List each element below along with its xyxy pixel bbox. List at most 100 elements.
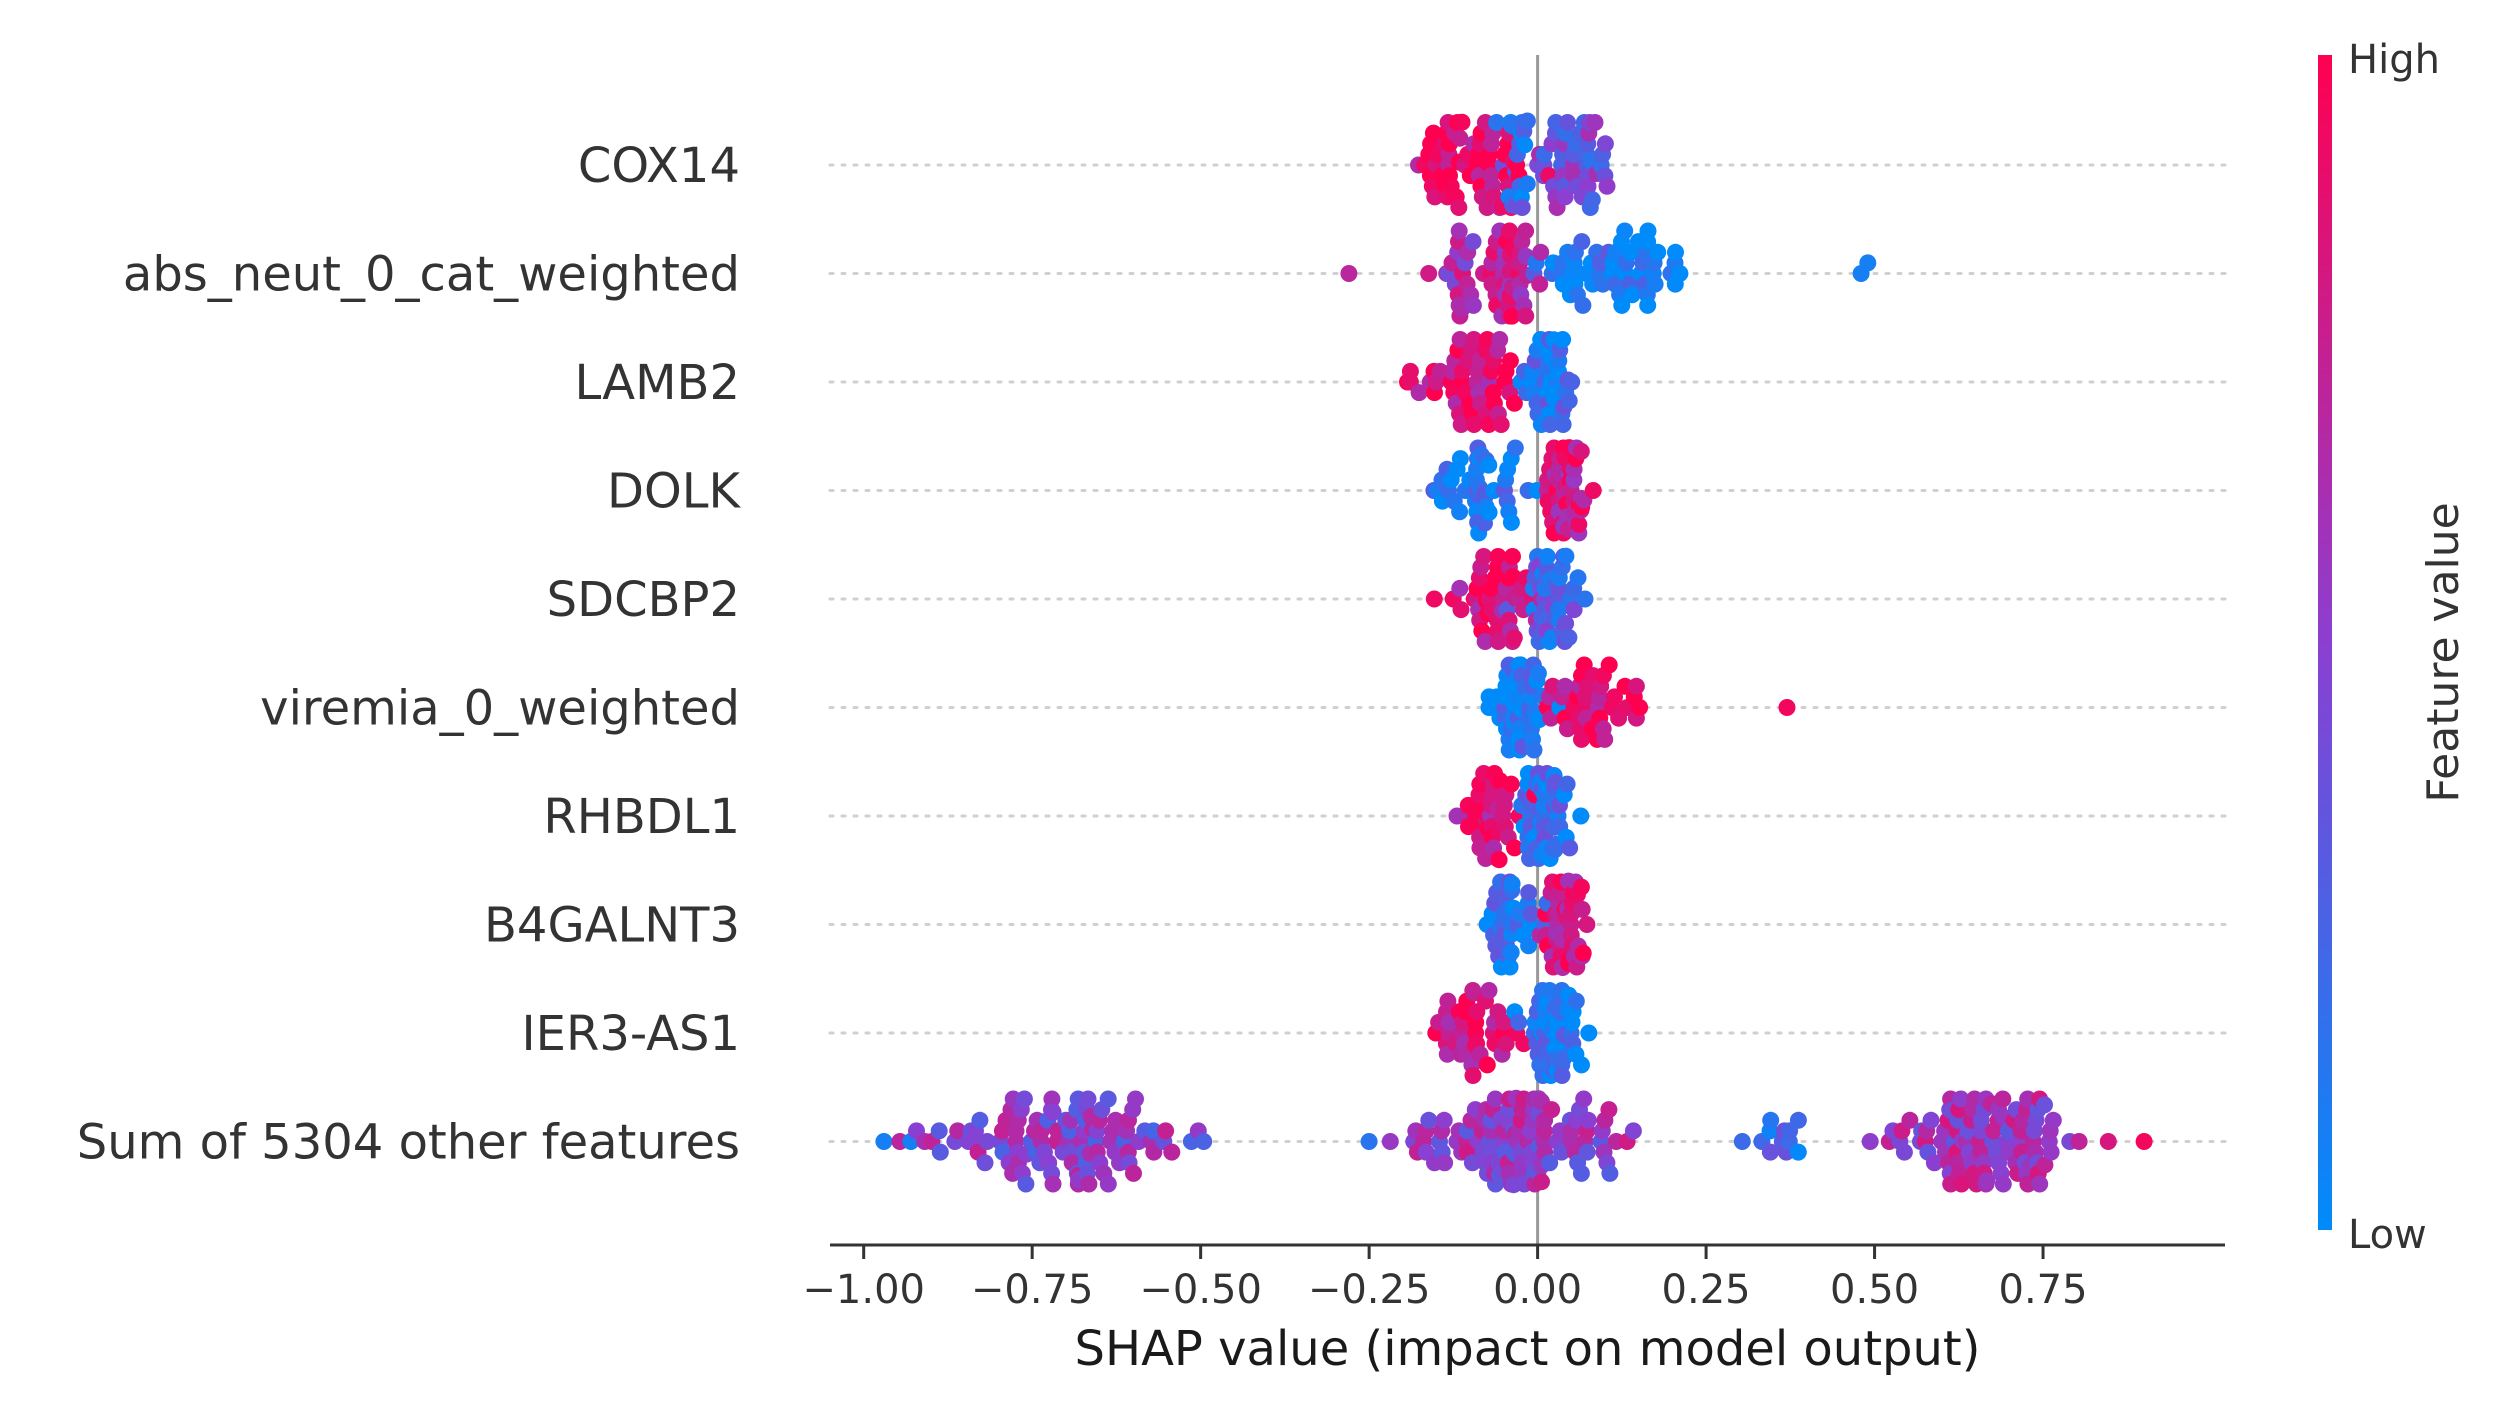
shap-point (1157, 1122, 1175, 1140)
feature-label: viremia_0_weighted (260, 681, 740, 737)
feature-label: Sum of 5304 other features (77, 1115, 740, 1171)
shap-point (2036, 1156, 2054, 1174)
shap-point (1572, 1164, 1590, 1182)
shap-point (1424, 124, 1442, 142)
shap-point (1107, 1111, 1125, 1129)
shap-point (1501, 222, 1518, 240)
shap-point (1517, 222, 1535, 240)
shap-point (1575, 1090, 1593, 1108)
shap-point (1573, 1056, 1590, 1074)
shap-point (1952, 1090, 1970, 1108)
shap-point (1554, 331, 1572, 348)
shap-point (1561, 839, 1579, 857)
shap-point (1573, 233, 1591, 251)
shap-point (1578, 1143, 1596, 1161)
shap-point (1431, 362, 1449, 380)
shap-point (1522, 905, 1540, 923)
shap-point (1667, 243, 1684, 261)
shap-point (1436, 1154, 1454, 1172)
shap-point (1538, 548, 1556, 565)
shap-point (1195, 1133, 1213, 1150)
shap-point (1574, 296, 1592, 314)
shap-point (930, 1122, 948, 1140)
shap-point (1410, 384, 1428, 402)
shap-point (1553, 1067, 1571, 1084)
shap-point (875, 1133, 893, 1150)
shap-point (1490, 851, 1508, 869)
shap-point (1646, 275, 1664, 293)
shap-point (1495, 1013, 1513, 1031)
shap-point (1163, 1143, 1181, 1161)
shap-point (1080, 1175, 1098, 1193)
shap-point (1572, 807, 1590, 825)
shap-point (1425, 590, 1443, 608)
shap-point (2019, 1090, 2037, 1108)
shap-point (1789, 1143, 1807, 1161)
shap-point (1453, 113, 1471, 131)
shap-point (2099, 1133, 2117, 1150)
shap-point (1631, 699, 1649, 716)
feature-label: IER3-AS1 (522, 1006, 740, 1062)
shap-point (2042, 1143, 2060, 1161)
shap-point (1463, 1154, 1481, 1172)
shap-point (1541, 1154, 1559, 1172)
shap-point (1506, 439, 1524, 457)
shap-point (1994, 1090, 2012, 1108)
shap-point (1478, 331, 1496, 348)
shap-point (1465, 416, 1483, 433)
shap-point (1639, 222, 1657, 240)
shap-point (1518, 175, 1536, 193)
x-tick-label: −0.75 (971, 1267, 1094, 1313)
shap-point (1861, 1133, 1879, 1150)
shap-point (1762, 1111, 1780, 1129)
x-tick-label: 0.75 (1999, 1267, 2088, 1313)
shap-point (1515, 1035, 1533, 1053)
shap-point (1953, 1175, 1970, 1193)
shap-point (1586, 114, 1604, 131)
shap-point (1543, 1101, 1561, 1119)
shap-point (1598, 177, 1616, 195)
shap-point (1099, 1090, 1117, 1108)
shap-point (1560, 392, 1578, 410)
shap-point (1596, 730, 1614, 748)
shap-point (2031, 1175, 2049, 1193)
shap-point (1480, 503, 1498, 521)
shap-point (1480, 456, 1498, 474)
shap-point (1789, 1111, 1807, 1129)
x-ticks: −1.00 −0.75 −0.50 −0.25 0.00 0.25 0.50 0.75 (802, 1245, 2088, 1313)
shap-point (1450, 199, 1468, 216)
shap-point (1099, 1175, 1117, 1193)
shap-point (1505, 629, 1523, 647)
shap-point (1541, 416, 1559, 433)
shap-point (1572, 878, 1590, 896)
shap-point (1922, 1111, 1940, 1129)
shap-point (1901, 1111, 1919, 1129)
shap-point (1381, 1133, 1399, 1150)
shap-point (1600, 1101, 1618, 1119)
x-tick-label: −0.50 (1139, 1267, 1262, 1313)
shap-point (1567, 992, 1585, 1010)
shap-point (1516, 136, 1534, 154)
shap-point (1452, 416, 1470, 433)
shap-point (1606, 688, 1623, 706)
x-tick-label: 0.50 (1830, 1267, 1919, 1313)
shap-point (1579, 1111, 1597, 1129)
shap-point (1079, 1090, 1097, 1108)
shap-point (1503, 307, 1521, 325)
feature-label: SDCBP2 (547, 572, 740, 628)
shap-point (1475, 548, 1493, 565)
shap-point (1580, 1024, 1598, 1042)
shap-point (1489, 548, 1507, 565)
shap-point (1649, 243, 1667, 261)
feature-label: DOLK (607, 464, 741, 520)
shap-point (1464, 1067, 1482, 1084)
shap-point (1401, 362, 1419, 380)
shap-point (1601, 1164, 1619, 1182)
shap-point (1563, 373, 1581, 391)
shap-point (1340, 265, 1358, 282)
shap-point (2070, 1133, 2088, 1150)
shap-point (1520, 884, 1538, 902)
feature-labels: COX14 abs_neut_0_cat_weighted LAMB2 DOLK SDC… (77, 138, 742, 1171)
shap-point (1573, 900, 1591, 918)
shap-point (1560, 629, 1578, 646)
